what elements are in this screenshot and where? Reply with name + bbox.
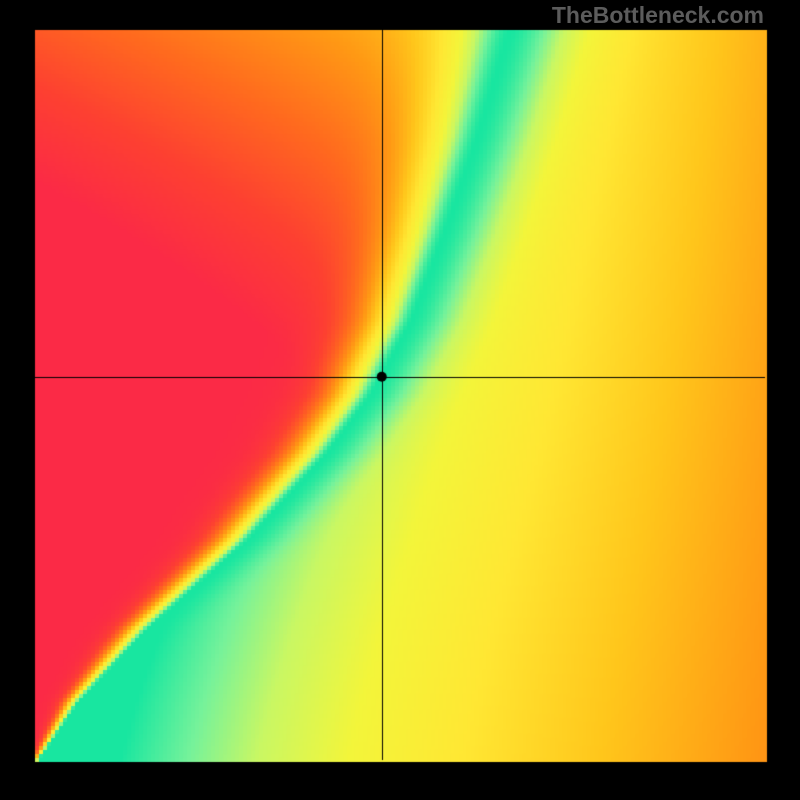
heatmap-canvas [0,0,800,800]
watermark-text: TheBottleneck.com [552,2,764,29]
chart-container: TheBottleneck.com [0,0,800,800]
